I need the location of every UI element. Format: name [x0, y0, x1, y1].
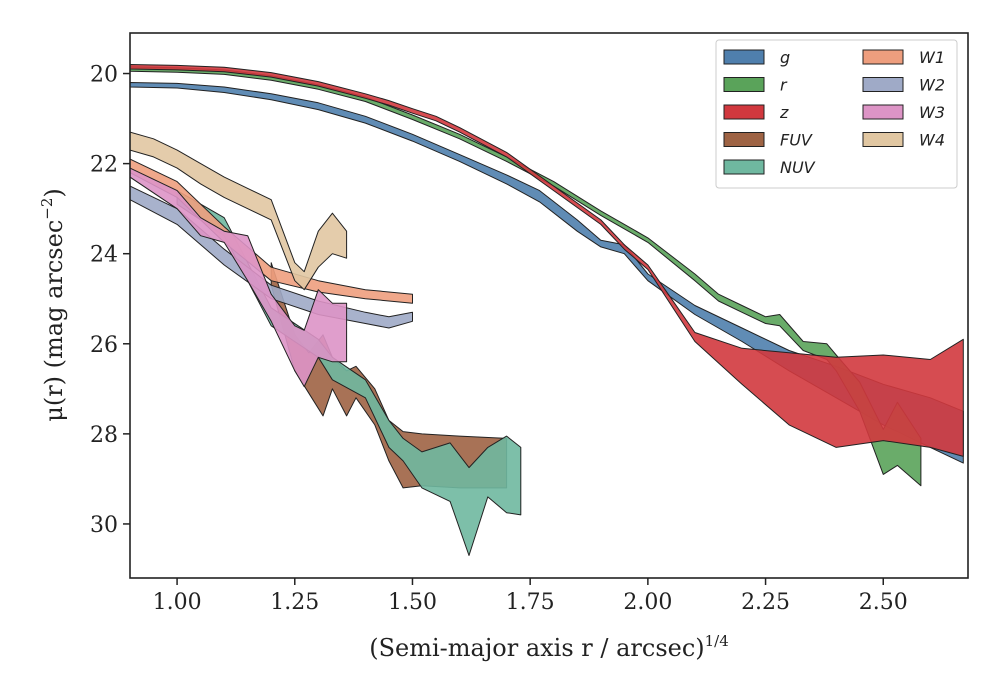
legend-swatch — [723, 159, 765, 175]
series-band-w4 — [130, 131, 348, 291]
legend-label: FUV — [780, 131, 813, 150]
y-tick-label: 28 — [90, 423, 118, 448]
legend-item-w2: W2 — [862, 76, 945, 95]
y-axis-label-text: μ(r) (mag arcsec — [40, 220, 68, 422]
legend-item-w4: W4 — [862, 131, 945, 150]
legend-label: r — [780, 76, 788, 95]
x-tick-label: 2.25 — [741, 590, 790, 615]
series-band-g — [130, 82, 964, 464]
legend-swatch — [723, 132, 765, 147]
legend-item-z: z — [723, 103, 789, 122]
y-tick-label: 26 — [90, 333, 118, 358]
y-tick-label: 30 — [90, 513, 118, 538]
series-band-z — [130, 64, 964, 457]
series-band-nuv — [176, 190, 522, 556]
y-tick-label: 24 — [90, 243, 118, 268]
x-tick-label: 2.50 — [859, 590, 908, 615]
ticks-layer: 1.00 1.25 1.50 1.75 2.00 2.25 2.50 20 22 24 26 28 30 — [90, 63, 908, 615]
legend-item-fuv: FUV — [723, 131, 813, 150]
legend-item-nuv: NUV — [723, 158, 816, 177]
legend-item-w1: W1 — [862, 48, 945, 67]
legend-item-g: g — [723, 48, 790, 67]
legend-label: NUV — [780, 158, 816, 177]
legend-label: g — [780, 48, 790, 67]
x-tick-label: 1.50 — [388, 590, 437, 615]
x-tick-label: 1.25 — [270, 590, 319, 615]
legend-label: W1 — [919, 48, 945, 67]
x-axis-label-text: (Semi-major axis r / arcsec) — [369, 634, 704, 662]
legend-swatch — [862, 49, 904, 65]
x-tick-label: 2.00 — [623, 590, 672, 615]
legend-label: z — [779, 103, 789, 122]
y-tick-label: 22 — [90, 153, 118, 178]
legend-swatch — [723, 77, 765, 92]
legend: grz FUV NUV W1 W2 W3 W4 — [715, 39, 958, 189]
y-axis-label-close: ) — [40, 188, 68, 197]
legend-swatch — [862, 77, 904, 92]
series-layer — [130, 64, 964, 556]
plot-frame — [129, 32, 969, 579]
legend-item-r: r — [723, 76, 788, 95]
x-tick-label: 1.00 — [153, 590, 202, 615]
legend-label: W2 — [919, 76, 945, 95]
x-axis-label: (Semi-major axis r / arcsec)1/4 — [369, 632, 729, 662]
y-axis-label: μ(r) (mag arcsec−2) — [38, 188, 68, 422]
y-axis-label-superscript: −2 — [38, 198, 56, 220]
legend-swatch — [862, 104, 904, 120]
x-axis-label-superscript: 1/4 — [705, 632, 729, 650]
legend-swatch — [723, 49, 765, 65]
legend-item-w3: W3 — [862, 103, 945, 122]
legend-swatch — [723, 104, 765, 120]
series-band-w3 — [130, 167, 348, 388]
legend-swatch — [862, 132, 904, 147]
legend-label: W3 — [919, 103, 945, 122]
x-tick-label: 1.75 — [506, 590, 555, 615]
y-tick-label: 20 — [90, 63, 118, 88]
legend-label: W4 — [919, 131, 945, 150]
